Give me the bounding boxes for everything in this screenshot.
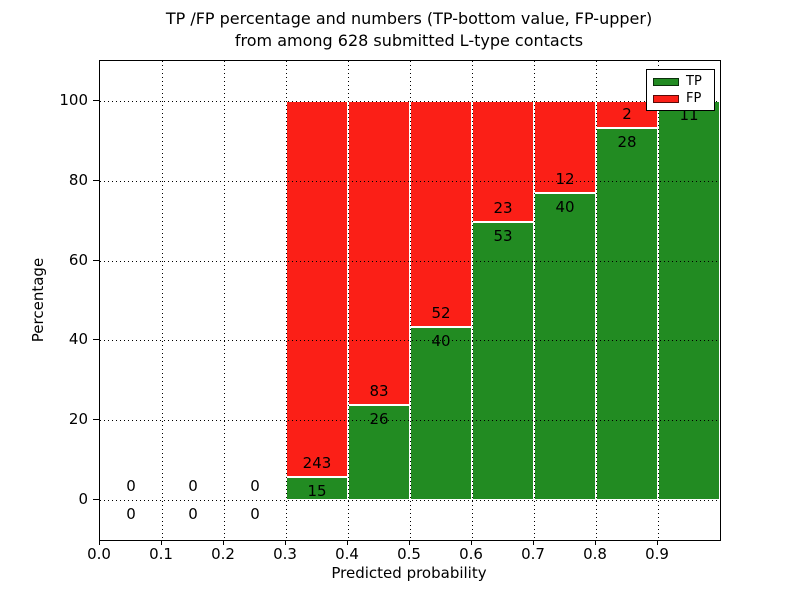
gridline-vertical (596, 61, 597, 540)
bar-label-fp: 23 (493, 198, 513, 217)
tp-swatch-icon (653, 77, 679, 86)
bar-label-tp: 53 (493, 226, 513, 245)
legend-entry: TP (653, 75, 708, 88)
y-axis-tick (93, 179, 99, 181)
x-axis-tick (161, 540, 162, 545)
x-tick-label: 0.3 (273, 545, 297, 563)
bar-segment-fp (472, 100, 534, 222)
x-tick-label: 0.9 (645, 545, 669, 563)
x-axis-label: Predicted probability (331, 564, 487, 582)
x-tick-label: 0.8 (583, 545, 607, 563)
x-axis-tick (533, 540, 534, 545)
y-axis-tick (93, 499, 99, 501)
gridline-vertical (224, 61, 225, 540)
y-tick-label: 80 (68, 170, 88, 189)
x-tick-label: 0.4 (335, 545, 359, 563)
y-tick-label: 100 (59, 90, 88, 109)
bar-segment-fp (348, 100, 410, 405)
chart-title-line1: TP /FP percentage and numbers (TP-bottom… (165, 9, 653, 28)
y-axis-label: Percentage (29, 257, 47, 343)
chart-title-line2: from among 628 submitted L-type contacts (234, 31, 584, 50)
legend-entry-label: FP (686, 91, 702, 106)
y-axis-tick (93, 339, 99, 341)
bar-label-fp: 243 (302, 453, 332, 472)
x-tick-label: 0.7 (521, 545, 545, 563)
bar-label-fp: 52 (431, 303, 451, 322)
y-tick-label: 0 (78, 490, 88, 509)
bar-label-fp: 0 (188, 477, 198, 496)
y-tick-label: 60 (68, 250, 88, 269)
y-axis-tick (93, 419, 99, 421)
bar-label-tp: 15 (307, 481, 327, 500)
gridline-vertical (472, 61, 473, 540)
gridline-vertical (410, 61, 411, 540)
fp-swatch-icon (653, 94, 679, 103)
bar-segment-tp (534, 193, 596, 501)
bar-label-fp: 0 (126, 477, 136, 496)
x-axis-tick (409, 540, 410, 545)
plot-area: TP FP 0 0 0 0 0 0 15 243 26 83 40 52 53 23 40 12 28 2 11 (99, 60, 721, 541)
x-tick-label: 0.5 (397, 545, 421, 563)
bar-label-fp: 83 (369, 381, 389, 400)
bar-label-tp: 0 (188, 505, 198, 524)
x-tick-label: 0.0 (87, 545, 111, 563)
y-tick-label: 20 (68, 410, 88, 429)
legend-entry: FP (653, 92, 708, 105)
bar-label-tp: 40 (555, 198, 575, 217)
bar-label-fp: 2 (622, 104, 632, 123)
bar-label-tp: 26 (369, 409, 389, 428)
legend: TP FP (646, 69, 715, 111)
bar-label-tp: 28 (617, 132, 637, 151)
bar-label-tp: 0 (250, 505, 260, 524)
x-tick-label: 0.1 (149, 545, 173, 563)
gridline-vertical (286, 61, 287, 540)
y-axis-tick (93, 259, 99, 261)
bar-segment-tp (596, 127, 658, 501)
gridline-vertical (162, 61, 163, 540)
x-axis-tick (223, 540, 224, 545)
bar-segment-tp (472, 221, 534, 501)
x-axis-tick (471, 540, 472, 545)
x-axis-tick (347, 540, 348, 545)
x-tick-label: 0.2 (211, 545, 235, 563)
bar-label-tp: 40 (431, 331, 451, 350)
x-axis-tick (99, 540, 100, 545)
bar-segment-tp (658, 100, 720, 501)
y-tick-label: 40 (68, 330, 88, 349)
x-tick-label: 0.6 (459, 545, 483, 563)
bar-label-fp: 0 (250, 477, 260, 496)
bar-label-tp: 0 (126, 505, 136, 524)
gridline-vertical (658, 61, 659, 540)
gridline-vertical (534, 61, 535, 540)
x-axis-tick (595, 540, 596, 545)
bar-segment-tp (410, 326, 472, 501)
x-axis-tick (657, 540, 658, 545)
bar-segment-fp (410, 100, 472, 327)
gridline-vertical (348, 61, 349, 540)
y-axis-tick (93, 99, 99, 101)
chart-title: TP /FP percentage and numbers (TP-bottom… (99, 8, 719, 52)
bar-label-fp: 12 (555, 170, 575, 189)
x-axis-tick (285, 540, 286, 545)
legend-entry-label: TP (686, 74, 702, 89)
bar-segment-fp (286, 100, 348, 477)
